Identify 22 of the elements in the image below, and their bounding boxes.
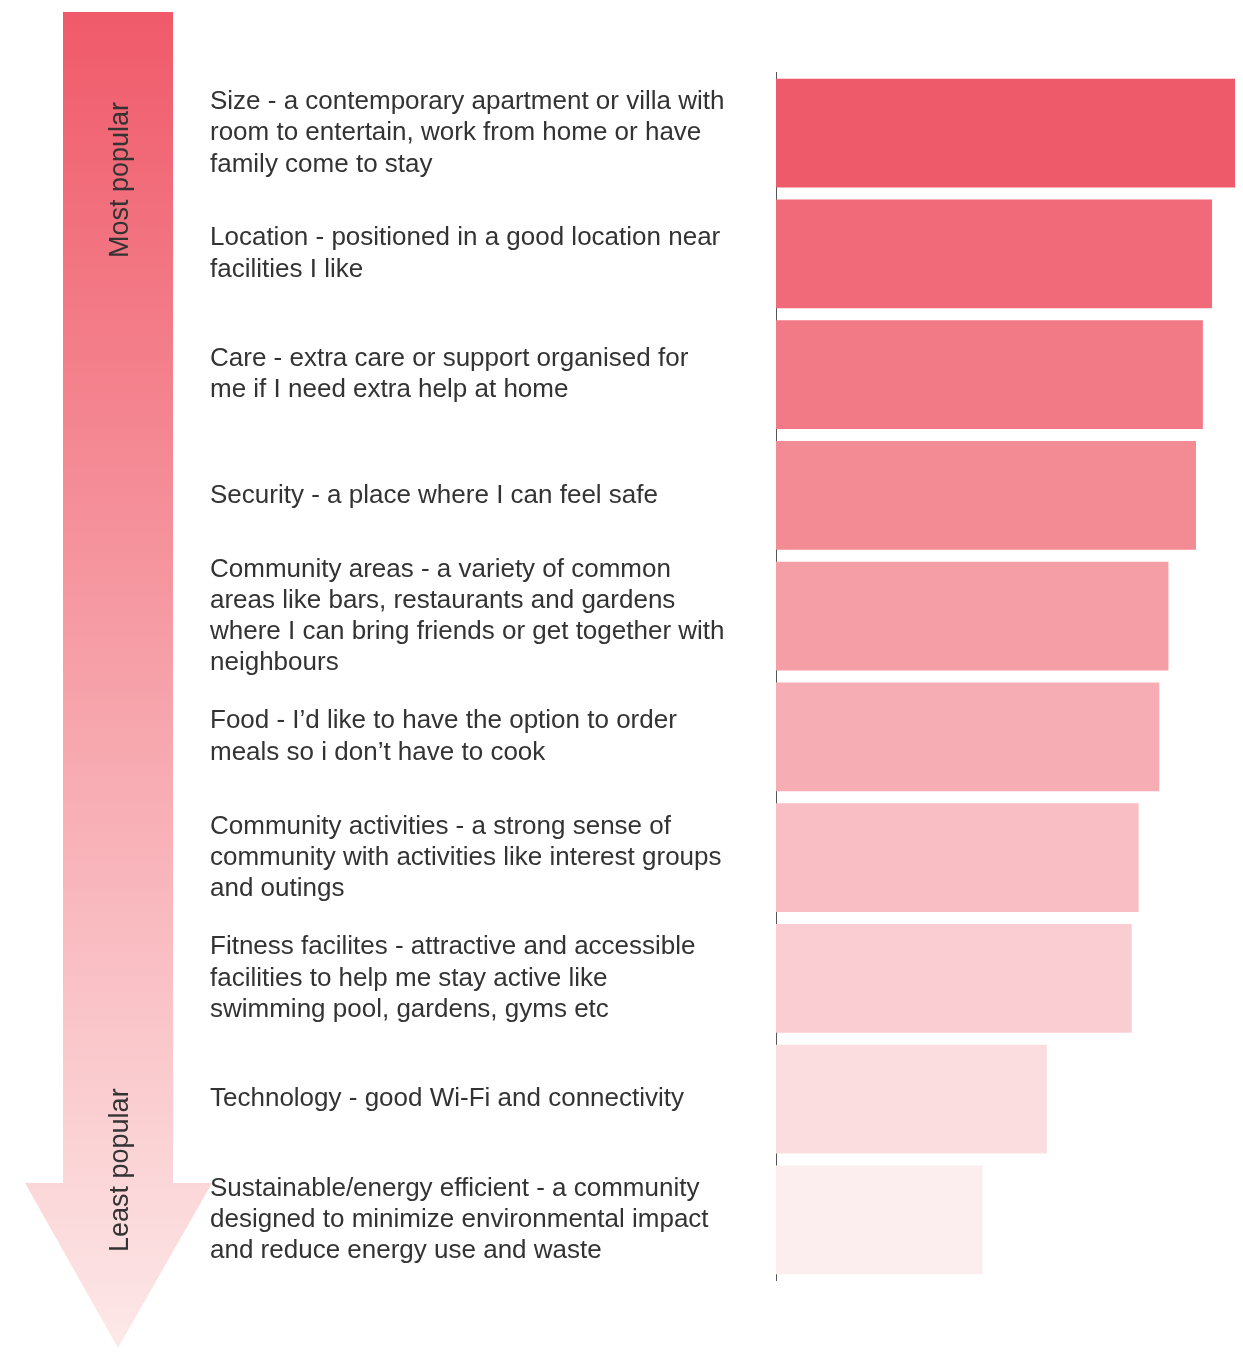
y-tick-label: Food - I’d like to have the option to order meals so i don’t have to cook [210,704,678,766]
y-tick-label: Security - a place where I can feel safe [210,478,659,509]
text: Least popular [104,1088,135,1252]
text: Most popular [104,101,135,258]
bar [776,78,1235,188]
bar [776,924,1132,1033]
y-tick-label: Community areas - a variety of common areas like bars, restaurants and gardens where I can bring friends or get together with neighbours [209,552,725,677]
y-tick-label: Fitness facilites - attractive and accessible facilities to help me stay active like swimming pool, gardens, gyms etc [210,930,696,1023]
bar [776,803,1139,912]
y-tick-label: Technology - good Wi-Fi and connectivity [210,1082,685,1113]
y-tick-label: Sustainable/energy efficient - a community designed to minimize environmental impact and reduce energy use and waste [210,1171,710,1265]
bar [776,682,1160,792]
bar [776,441,1196,550]
bar [776,1044,1047,1154]
bar [776,320,1203,429]
bar [776,199,1213,309]
bar [776,561,1169,671]
y-tick-label: Community activities - a strong sense of community with activities like interest groups and outings [210,809,722,902]
y-tick-label: Location - positioned in a good location near facilities I like [210,221,721,283]
y-tick-label: Care - extra care or support organised for me if I need extra help at home [210,342,689,404]
bar [776,1165,983,1275]
y-tick-label: Size - a contemporary apartment or villa with room to entertain, work from home or have family come to stay [210,85,725,178]
